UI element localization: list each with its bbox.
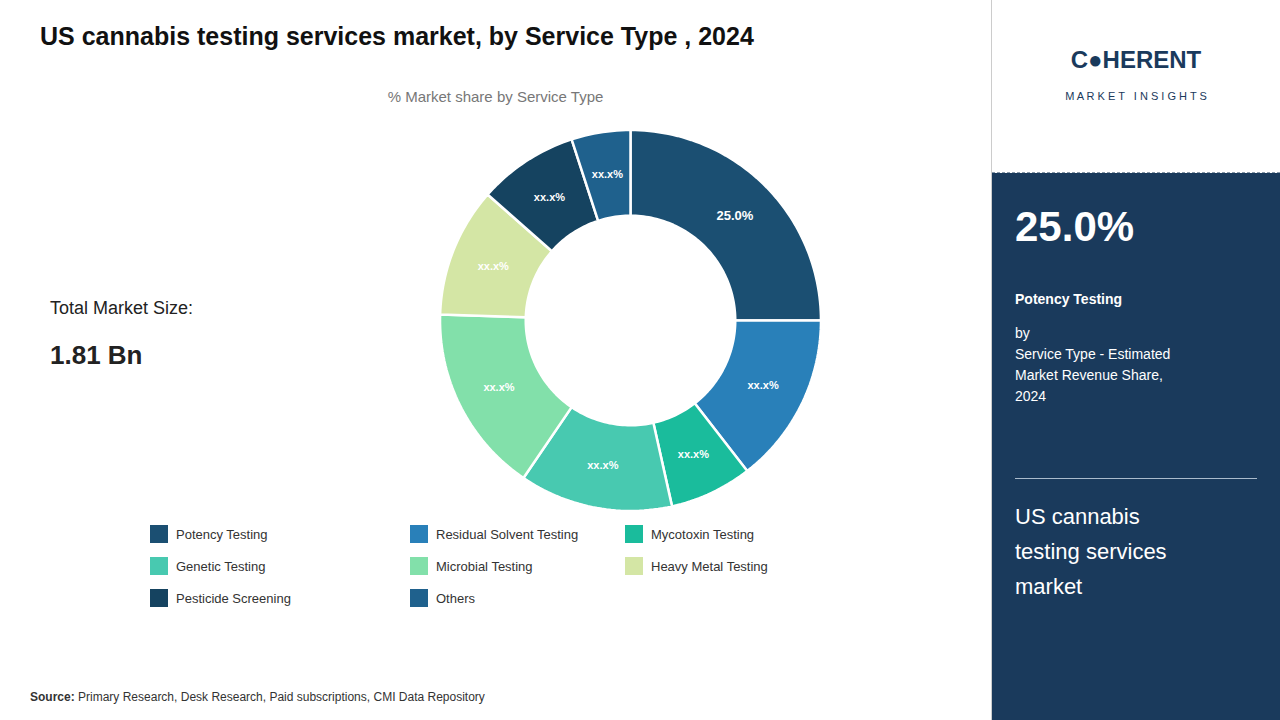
html-text:Mycotoxin Testing: Mycotoxin Testing [651,526,755,542]
html-text:% Market share by Service Type: % Market share by Service Type [387,88,604,105]
html-text:1.81 Bn: 1.81 Bn [50,340,143,370]
html-text:Source: Primary Research, Desk: Source: Primary Research, Desk Research,… [30,690,485,704]
html-text:US cannabis testing services m: US cannabis testing services market, by … [40,22,754,50]
svg-text:xx.x%: xx.x% [592,168,623,180]
html-text:Others: Others [436,590,475,606]
html-text:Heavy Metal Testing: Heavy Metal Testing [651,558,768,574]
svg-text:xx.x%: xx.x% [478,260,509,272]
html-text:by Service Type - Estimated Ma: by Service Type - Estimated Market Reven… [1015,325,1171,404]
html-text:Residual Solvent Testing: Residual Solvent Testing [436,526,579,542]
html-text:25.0%: 25.0% [1015,203,1135,250]
html-text:M A R K E T I N S I G H T S: M A R K E T I N S I G H T S [1065,90,1207,102]
html-text:Pesticide Screening: Pesticide Screening [176,590,291,606]
html-text:Microbial Testing: Microbial Testing [436,558,533,574]
html-text:Potency Testing: Potency Testing [176,526,268,542]
svg-text:xx.x%: xx.x% [534,191,565,203]
svg-text:25.0%: 25.0% [716,208,753,223]
svg-text:xx.x%: xx.x% [587,459,618,471]
html-text:Total Market Size:: Total Market Size: [50,298,194,318]
svg-text:xx.x%: xx.x% [747,379,778,391]
html-text:Genetic Testing: Genetic Testing [176,558,266,574]
html-text:US cannabis testing services m: US cannabis testing services market [1015,504,1167,600]
svg-text:xx.x%: xx.x% [678,448,709,460]
svg-text:xx.x%: xx.x% [483,381,514,393]
html-text:C●HERENT: C●HERENT [1070,46,1202,73]
html-text:Potency Testing: Potency Testing [1015,291,1123,307]
